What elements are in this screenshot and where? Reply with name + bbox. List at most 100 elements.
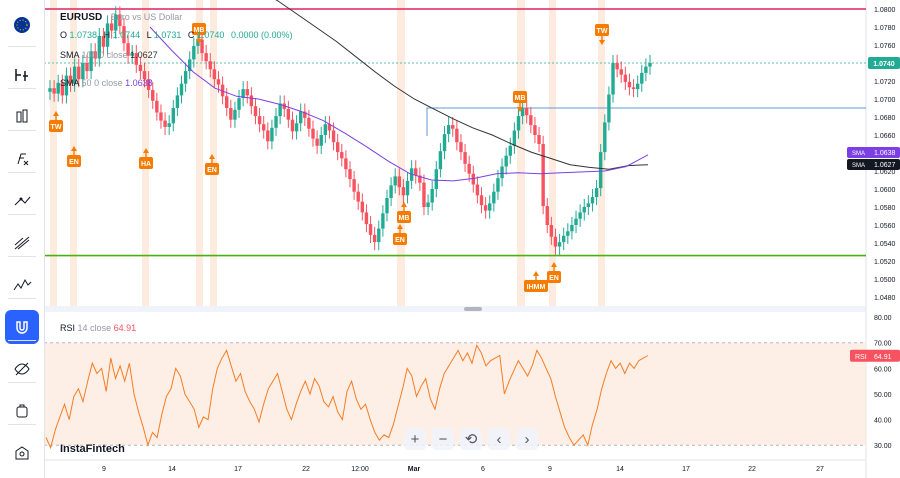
candle-body[interactable] xyxy=(114,14,118,31)
candle-body[interactable] xyxy=(241,89,245,99)
candle-body[interactable] xyxy=(163,120,167,127)
candle-body[interactable] xyxy=(405,180,410,196)
candle-body[interactable] xyxy=(623,74,628,82)
candle-body[interactable] xyxy=(97,36,102,59)
candle-body[interactable] xyxy=(541,144,545,207)
symbol-legend[interactable]: EURUSD Euro vs US Dollar xyxy=(60,12,182,23)
candle-body[interactable] xyxy=(294,123,299,132)
candle-body[interactable] xyxy=(545,206,549,225)
candle-body[interactable] xyxy=(635,83,640,90)
candle-body[interactable] xyxy=(245,89,249,96)
pane-resize-handle[interactable] xyxy=(464,307,482,311)
candle-body[interactable] xyxy=(167,123,171,127)
candle-body[interactable] xyxy=(459,142,463,153)
candle-body[interactable] xyxy=(455,128,459,143)
candle-body[interactable] xyxy=(611,63,615,95)
candle-body[interactable] xyxy=(319,135,323,146)
candle-body[interactable] xyxy=(253,106,258,117)
candle-body[interactable] xyxy=(372,234,377,243)
candle-body[interactable] xyxy=(89,51,93,72)
scroll-left-button[interactable]: ‹ xyxy=(488,428,510,450)
candle-body[interactable] xyxy=(327,124,332,131)
candle-body[interactable] xyxy=(146,79,151,90)
candle-body[interactable] xyxy=(385,198,389,214)
box-top-line[interactable] xyxy=(426,107,866,136)
candle-body[interactable] xyxy=(488,203,492,211)
timeframe-button[interactable] xyxy=(5,58,39,92)
signal-marker[interactable] xyxy=(205,163,219,175)
candle-body[interactable] xyxy=(356,191,360,202)
candle-body[interactable] xyxy=(479,195,484,206)
candle-body[interactable] xyxy=(77,66,81,80)
sma50-legend[interactable]: SMA 50 0 close 1.0638 xyxy=(60,78,153,88)
candle-body[interactable] xyxy=(537,135,541,144)
candle-body[interactable] xyxy=(72,66,77,84)
candle-body[interactable] xyxy=(553,236,558,247)
candle-body[interactable] xyxy=(615,63,619,70)
candle-body[interactable] xyxy=(471,173,475,185)
candle-body[interactable] xyxy=(237,98,241,110)
candle-body[interactable] xyxy=(442,134,447,152)
candle-body[interactable] xyxy=(352,179,356,192)
candle-body[interactable] xyxy=(549,225,554,237)
symbol-ticker[interactable]: EURUSD xyxy=(60,12,103,23)
candle-body[interactable] xyxy=(122,26,126,44)
candle-body[interactable] xyxy=(155,100,159,113)
candle-body[interactable] xyxy=(434,169,439,189)
candle-body[interactable] xyxy=(266,130,270,142)
candle-body[interactable] xyxy=(586,203,591,207)
candle-body[interactable] xyxy=(278,103,282,117)
magnet-button[interactable] xyxy=(5,310,39,344)
candle-body[interactable] xyxy=(183,71,188,84)
candle-body[interactable] xyxy=(348,169,352,180)
candle-body[interactable] xyxy=(603,122,607,153)
signal-marker[interactable] xyxy=(393,233,407,245)
candle-body[interactable] xyxy=(171,108,175,124)
candle-body[interactable] xyxy=(520,108,525,117)
candle-body[interactable] xyxy=(60,82,65,96)
candle-body[interactable] xyxy=(504,155,508,167)
candle-body[interactable] xyxy=(414,168,418,176)
signal-marker[interactable] xyxy=(513,91,527,103)
signal-marker[interactable] xyxy=(524,280,548,292)
candle-body[interactable] xyxy=(52,88,56,94)
candle-body[interactable] xyxy=(389,185,393,198)
candle-body[interactable] xyxy=(578,212,582,219)
candle-body[interactable] xyxy=(401,187,406,196)
patterns-button[interactable] xyxy=(5,268,39,302)
candle-body[interactable] xyxy=(512,130,517,146)
scroll-right-button[interactable]: › xyxy=(516,428,538,450)
signal-marker[interactable] xyxy=(397,211,411,223)
candle-body[interactable] xyxy=(225,96,229,108)
candle-body[interactable] xyxy=(446,125,451,135)
candle-body[interactable] xyxy=(274,116,278,128)
candle-body[interactable] xyxy=(101,36,106,47)
candle-body[interactable] xyxy=(204,53,208,62)
candle-body[interactable] xyxy=(216,79,221,85)
candle-body[interactable] xyxy=(475,184,480,196)
candle-body[interactable] xyxy=(648,63,652,67)
candle-body[interactable] xyxy=(151,90,155,101)
candle-body[interactable] xyxy=(315,138,319,146)
candle-body[interactable] xyxy=(566,231,570,236)
candle-body[interactable] xyxy=(483,205,488,211)
candle-body[interactable] xyxy=(335,142,340,153)
candle-body[interactable] xyxy=(179,83,184,96)
candle-body[interactable] xyxy=(200,39,204,54)
candle-body[interactable] xyxy=(192,45,196,60)
candle-body[interactable] xyxy=(220,84,225,97)
candle-body[interactable] xyxy=(138,64,143,72)
candle-body[interactable] xyxy=(418,175,422,183)
candle-body[interactable] xyxy=(126,43,130,56)
candle-body[interactable] xyxy=(438,151,443,170)
candle-body[interactable] xyxy=(159,112,163,121)
candle-body[interactable] xyxy=(307,117,311,129)
reset-chart-button[interactable]: ⟲ xyxy=(460,428,482,450)
candle-body[interactable] xyxy=(516,116,521,131)
signal-marker[interactable] xyxy=(595,24,609,36)
candle-body[interactable] xyxy=(627,81,632,88)
candle-body[interactable] xyxy=(175,95,180,108)
candle-body[interactable] xyxy=(508,145,512,156)
candle-body[interactable] xyxy=(500,166,504,179)
candle-body[interactable] xyxy=(463,152,467,164)
